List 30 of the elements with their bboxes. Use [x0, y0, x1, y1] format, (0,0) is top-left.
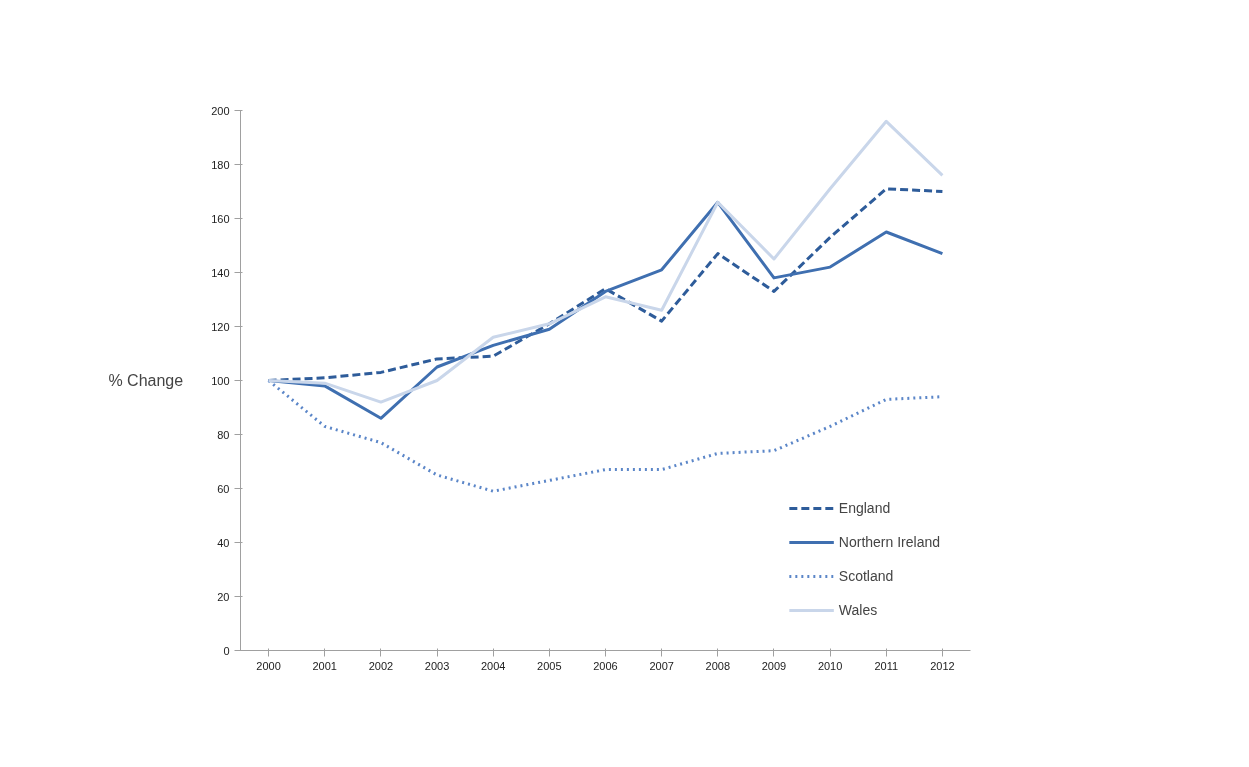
y-tick-label: 40 [217, 536, 230, 549]
legend-label: Wales [838, 602, 878, 618]
y-tick-label: 60 [217, 482, 230, 495]
x-tick-label: 2008 [705, 659, 731, 672]
x-tick-label: 2000 [256, 659, 281, 672]
x-tick-label: 2007 [649, 659, 674, 672]
y-tick-label: 100 [211, 374, 230, 387]
y-tick-label: 180 [211, 158, 230, 171]
y-tick-label: 20 [217, 590, 230, 603]
x-tick-label: 2003 [424, 659, 450, 672]
x-tick-label: 2009 [761, 659, 787, 672]
y-tick-label: 0 [223, 644, 230, 657]
x-tick-label: 2010 [817, 659, 843, 672]
x-tick-label: 2001 [312, 659, 337, 672]
y-tick-label: 140 [211, 266, 230, 279]
y-tick-label: 120 [211, 320, 230, 333]
x-tick-label: 2011 [874, 659, 899, 672]
legend-label: England [838, 500, 891, 516]
y-axis-title: % Change [108, 372, 184, 389]
legend-label: Scotland [838, 568, 894, 584]
y-tick-label: 80 [217, 428, 230, 441]
line-series [267, 119, 944, 404]
x-tick-label: 2004 [480, 659, 506, 672]
x-tick-label: 2012 [930, 659, 955, 672]
x-tick-label: 2005 [537, 659, 562, 672]
y-tick-label: 160 [211, 212, 230, 225]
y-tick-label: 200 [211, 104, 230, 117]
x-tick-label: 2002 [368, 659, 394, 672]
x-tick-label: 2006 [593, 659, 618, 672]
legend-label: Northern Ireland [838, 534, 940, 550]
